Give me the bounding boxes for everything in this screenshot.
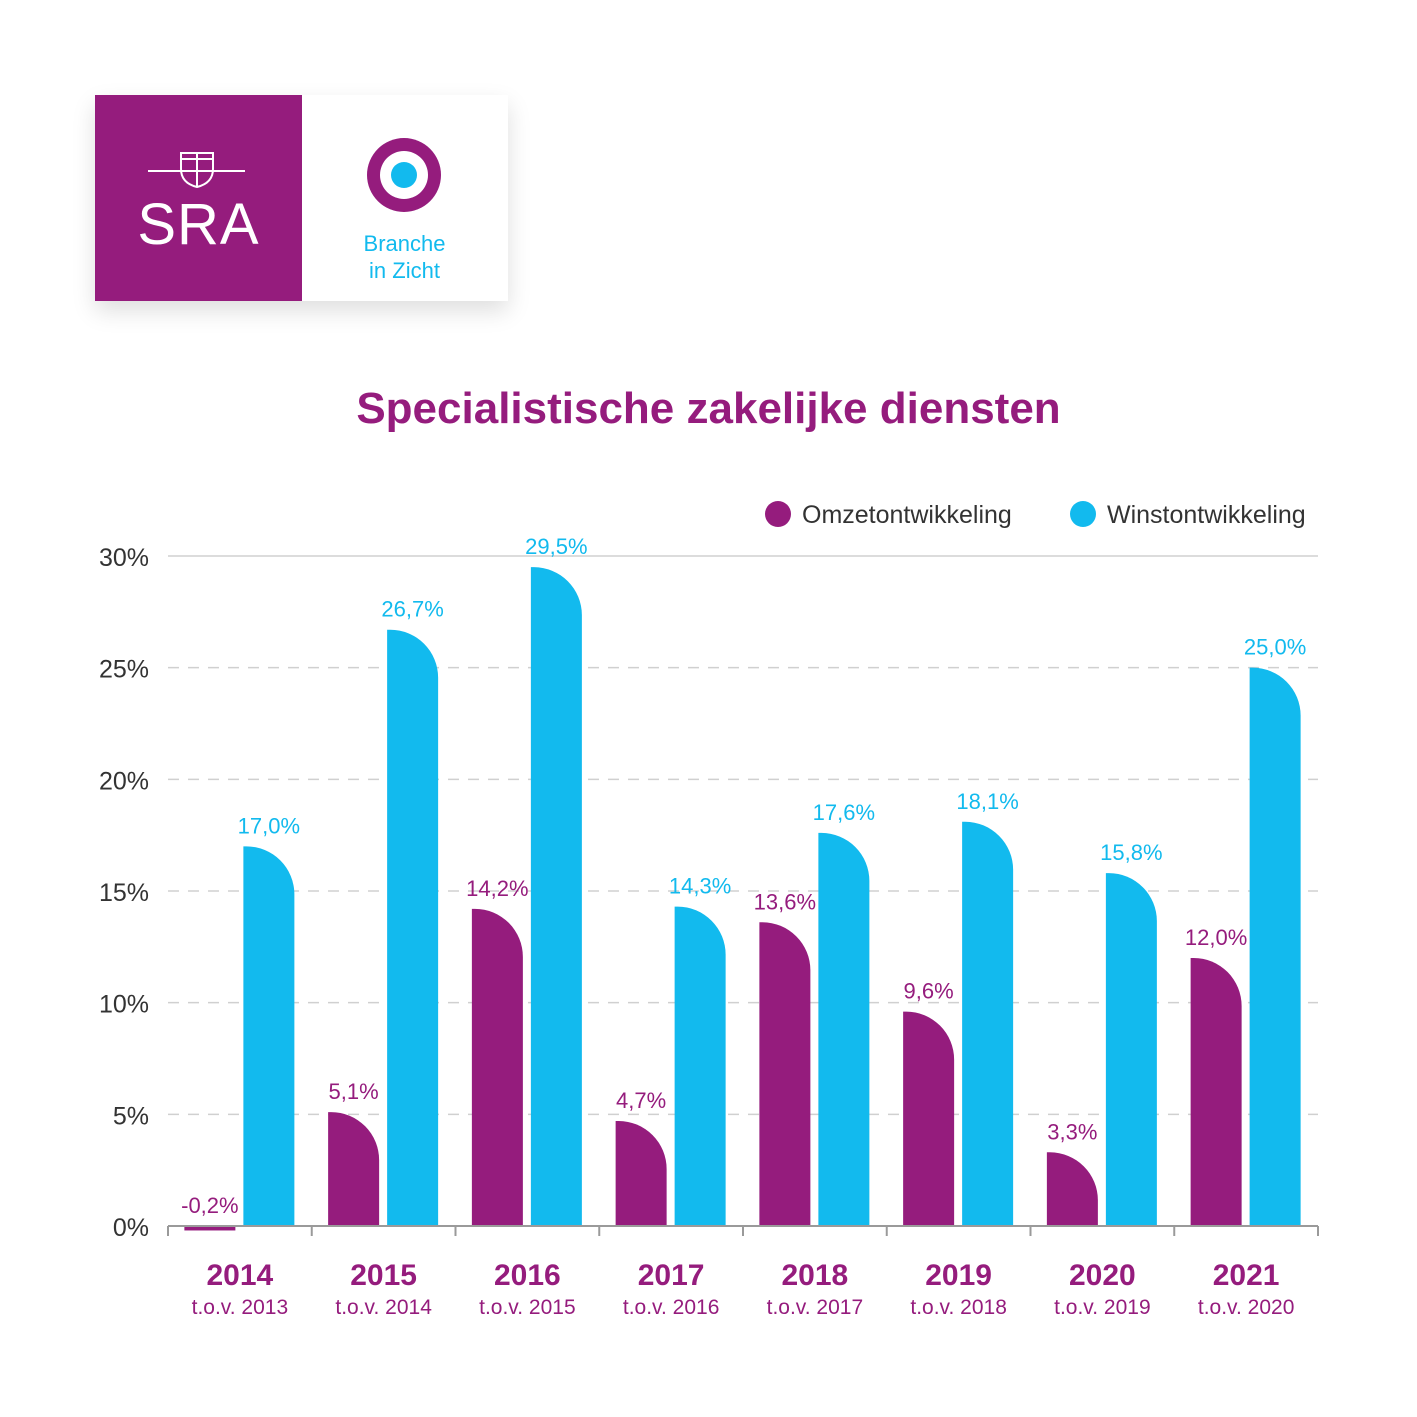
bar-omzet-2020 — [1046, 1152, 1098, 1226]
x-tick-label-2014: 2014 — [207, 1259, 274, 1292]
y-tick-label-0: 0% — [113, 1214, 149, 1242]
data-label-omzet-2020: 3,3% — [1047, 1119, 1097, 1144]
x-tick-sublabel-2016: t.o.v. 2015 — [479, 1296, 576, 1319]
bar-omzet-2018 — [759, 922, 811, 1226]
bars — [184, 567, 1301, 1231]
x-axis — [167, 1225, 1319, 1236]
bar-omzet-2016 — [471, 908, 523, 1226]
x-tick-label-2018: 2018 — [782, 1259, 849, 1292]
y-tick-label-30: 30% — [99, 544, 149, 572]
data-label-omzet-2017: 4,7% — [616, 1088, 666, 1113]
y-tick-label-15: 15% — [99, 879, 149, 907]
x-tick-sublabel-2020: t.o.v. 2019 — [1054, 1296, 1151, 1319]
sra-logo-background — [95, 95, 302, 301]
data-label-winst-2020: 15,8% — [1100, 840, 1162, 865]
gridlines — [168, 555, 1318, 1116]
legend: Omzetontwikkeling Winstontwikkeling — [765, 501, 1306, 529]
x-tick-sublabel-2014: t.o.v. 2013 — [192, 1296, 289, 1319]
sra-logo-text: SRA — [137, 192, 260, 257]
data-label-winst-2014: 17,0% — [238, 813, 300, 838]
data-label-omzet-2014: -0,2% — [181, 1193, 238, 1218]
y-tick-label-20: 20% — [99, 767, 149, 795]
legend-label-winst: Winstontwikkeling — [1107, 501, 1306, 529]
x-tick-label-2020: 2020 — [1069, 1259, 1136, 1292]
x-axis-labels: 2014 t.o.v. 2013 2015 t.o.v. 2014 2016 t.o.v.… — [192, 1259, 1295, 1319]
chart-title: Specialistische zakelijke diensten — [356, 384, 1061, 433]
data-label-winst-2016: 29,5% — [525, 534, 587, 559]
x-tick-label-2015: 2015 — [350, 1259, 417, 1292]
x-tick-label-2017: 2017 — [638, 1259, 705, 1292]
x-tick-label-2019: 2019 — [925, 1259, 992, 1292]
x-tick-sublabel-2017: t.o.v. 2016 — [623, 1296, 720, 1319]
bar-winst-2015 — [387, 629, 439, 1226]
data-label-winst-2019: 18,1% — [956, 789, 1018, 814]
branche-line1: Branche — [363, 231, 446, 256]
bar-omzet-2017 — [615, 1121, 667, 1226]
x-tick-sublabel-2018: t.o.v. 2017 — [767, 1296, 864, 1319]
data-label-winst-2017: 14,3% — [669, 874, 731, 899]
target-icon — [367, 138, 441, 212]
x-tick-label-2016: 2016 — [494, 1259, 561, 1292]
y-axis-ticks: 0% 5% 10% 15% 20% 25% 30% — [99, 544, 149, 1242]
x-tick-label-2021: 2021 — [1213, 1259, 1280, 1292]
data-label-winst-2021: 25,0% — [1244, 635, 1306, 660]
x-tick-sublabel-2021: t.o.v. 2020 — [1198, 1296, 1295, 1319]
bar-omzet-2014 — [184, 1226, 236, 1231]
bar-omzet-2019 — [903, 1011, 955, 1226]
branche-line2: in Zicht — [369, 258, 440, 283]
y-tick-label-10: 10% — [99, 991, 149, 1019]
bar-winst-2019 — [962, 821, 1014, 1226]
x-tick-sublabel-2015: t.o.v. 2014 — [335, 1296, 432, 1319]
legend-swatch-winst — [1070, 501, 1096, 527]
data-label-omzet-2021: 12,0% — [1185, 925, 1247, 950]
bar-winst-2014 — [243, 846, 295, 1226]
legend-label-omzet: Omzetontwikkeling — [802, 501, 1012, 529]
bar-winst-2017 — [674, 906, 726, 1226]
branche-in-zicht-text: Branche in Zicht — [303, 230, 506, 284]
y-tick-label-25: 25% — [99, 656, 149, 684]
data-labels: -0,2% 17,0% 5,1% 26,7% 14,2% 29,5% 4,7% 14,3% 13… — [181, 534, 1306, 1218]
legend-swatch-omzet — [765, 501, 791, 527]
logo-graphics — [95, 95, 441, 301]
data-label-omzet-2015: 5,1% — [329, 1079, 379, 1104]
bar-winst-2021 — [1249, 667, 1301, 1226]
bar-omzet-2015 — [328, 1112, 380, 1226]
y-tick-label-5: 5% — [113, 1102, 149, 1130]
sra-emblem-icon — [148, 152, 245, 189]
data-label-omzet-2016: 14,2% — [466, 876, 528, 901]
data-label-omzet-2019: 9,6% — [904, 979, 954, 1004]
bar-winst-2018 — [818, 832, 870, 1226]
data-label-omzet-2018: 13,6% — [754, 889, 816, 914]
bar-winst-2020 — [1105, 873, 1157, 1226]
data-label-winst-2018: 17,6% — [813, 800, 875, 825]
bar-winst-2016 — [530, 567, 582, 1226]
bar-omzet-2021 — [1190, 958, 1242, 1226]
logo-card: SRA Branche in Zicht — [95, 95, 508, 301]
data-label-winst-2015: 26,7% — [381, 597, 443, 622]
x-tick-sublabel-2019: t.o.v. 2018 — [910, 1296, 1007, 1319]
